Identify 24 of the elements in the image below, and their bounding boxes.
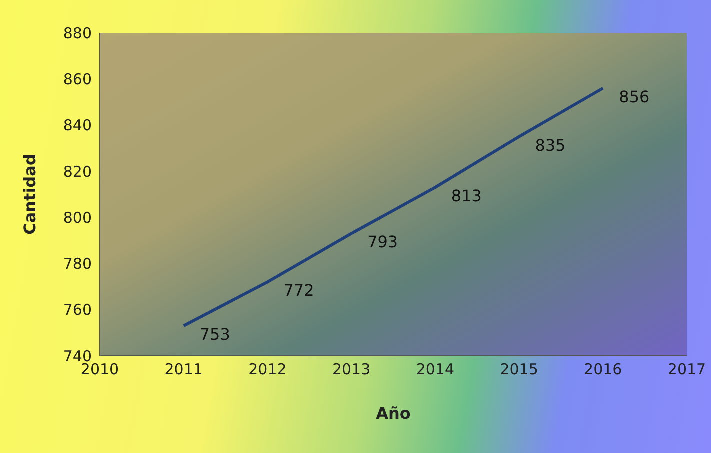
- y-axis-title: Cantidad: [20, 154, 40, 235]
- x-axis-title: Año: [376, 404, 411, 423]
- y-tick-label: 760: [63, 301, 92, 320]
- y-tick-label: 820: [63, 162, 92, 181]
- data-label: 753: [200, 325, 230, 344]
- x-tick-label: 2013: [332, 360, 371, 379]
- x-tick-label: 2015: [500, 360, 538, 379]
- data-label: 813: [451, 186, 482, 206]
- y-tick-label: 880: [63, 24, 92, 42]
- x-tick-label: 2012: [248, 360, 287, 379]
- data-label: 835: [535, 136, 566, 155]
- x-tick-label: 2011: [164, 360, 203, 379]
- y-tick-label: 840: [63, 116, 92, 135]
- x-tick-label: 2010: [80, 360, 120, 379]
- line-series: [182, 86, 605, 328]
- x-tick-label: 2017: [668, 360, 706, 379]
- y-tick-label: 800: [63, 208, 92, 227]
- y-tick-label: 780: [63, 255, 92, 274]
- data-label: 772: [284, 281, 314, 300]
- x-tick-label: 2016: [584, 360, 622, 379]
- x-tick-label: 2014: [416, 360, 455, 379]
- data-label: 856: [619, 87, 650, 106]
- y-tick-label: 860: [63, 70, 92, 88]
- data-label: 793: [368, 232, 398, 252]
